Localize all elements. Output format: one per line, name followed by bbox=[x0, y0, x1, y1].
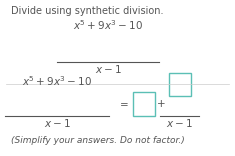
FancyBboxPatch shape bbox=[133, 92, 155, 116]
Text: Divide using synthetic division.: Divide using synthetic division. bbox=[11, 6, 163, 16]
FancyBboxPatch shape bbox=[168, 73, 191, 96]
Text: $x-1$: $x-1$ bbox=[44, 117, 70, 129]
Text: $x-1$: $x-1$ bbox=[166, 117, 193, 129]
Text: $x^5+9x^3-10$: $x^5+9x^3-10$ bbox=[22, 74, 92, 88]
Text: (Simplify your answers. Do not factor.): (Simplify your answers. Do not factor.) bbox=[11, 136, 184, 145]
Text: $x^5+9x^3-10$: $x^5+9x^3-10$ bbox=[73, 18, 143, 32]
Text: $=$: $=$ bbox=[118, 98, 129, 108]
Text: $x-1$: $x-1$ bbox=[95, 63, 121, 76]
Text: $+$: $+$ bbox=[156, 98, 165, 109]
